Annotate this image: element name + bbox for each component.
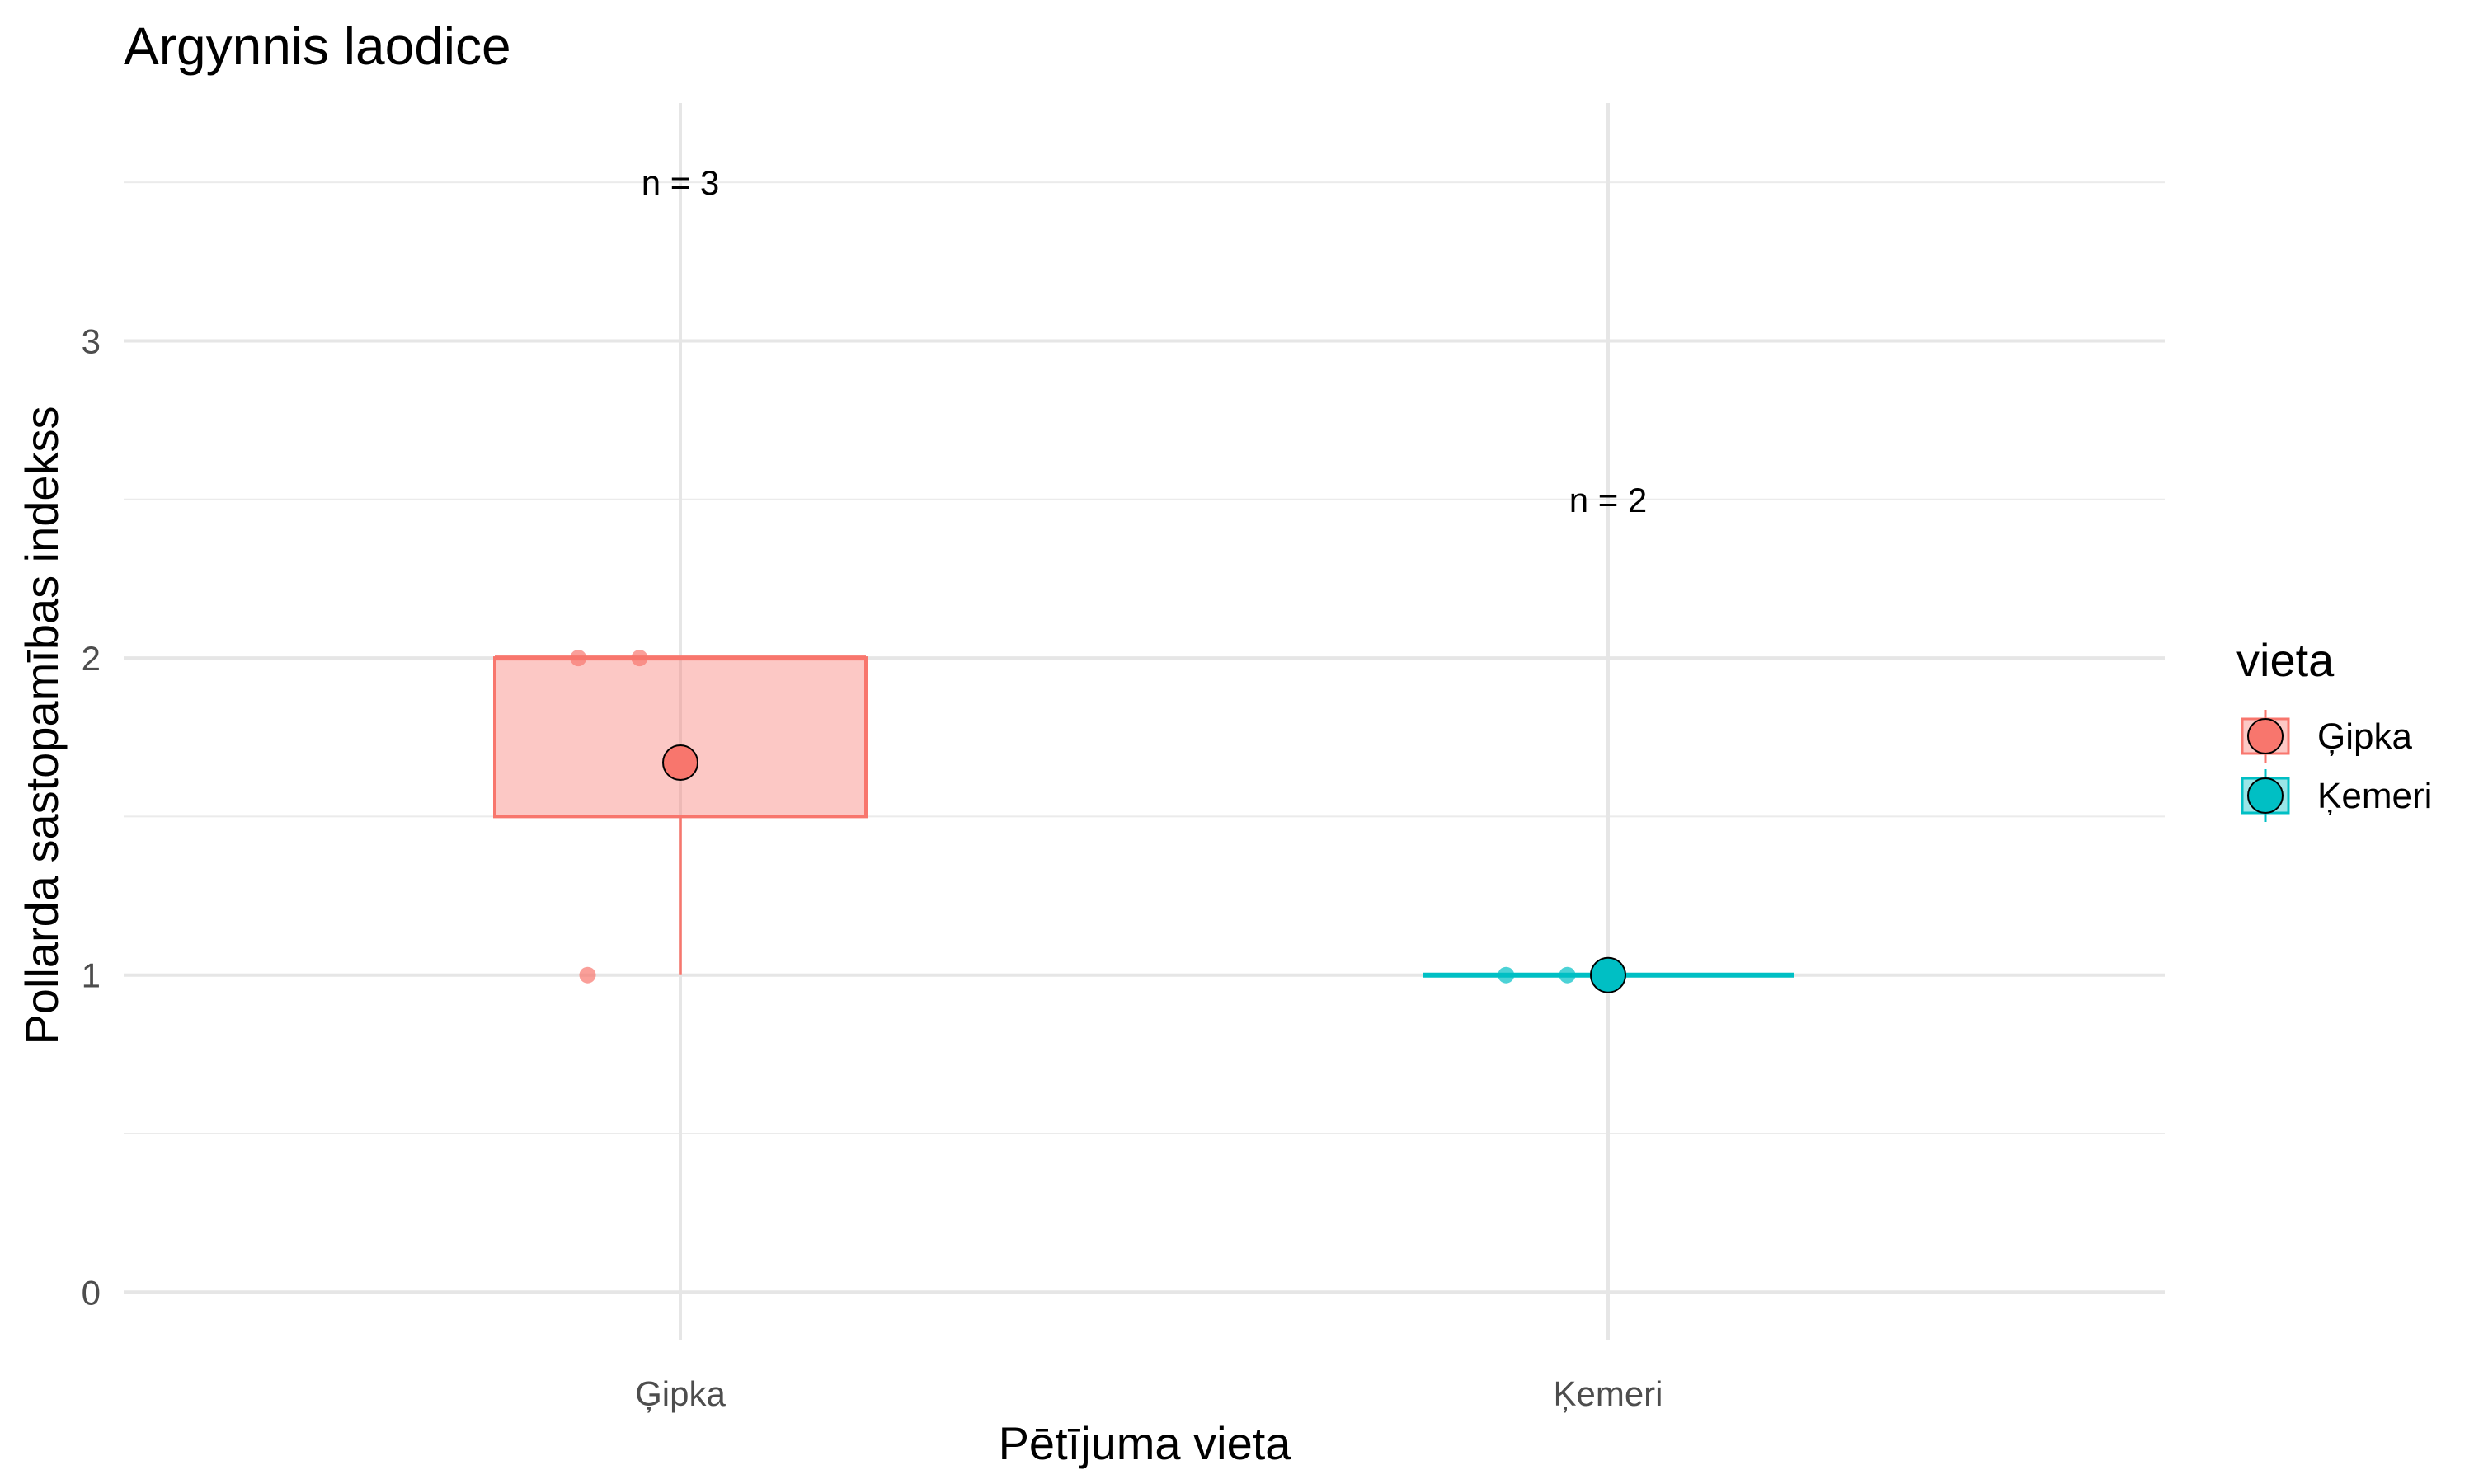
- x-axis-title: Pētījuma vieta: [999, 1417, 1292, 1469]
- box-group: n = 2: [1423, 481, 1794, 993]
- ticks: 0 1 2 3 Ģipka Ķemeri: [82, 322, 1663, 1413]
- y-tick-label: 2: [82, 639, 101, 678]
- legend-entry: Ķemeri: [2241, 769, 2432, 822]
- mean-marker: [1590, 956, 1626, 993]
- mean-marker: [662, 744, 698, 781]
- y-tick-label: 1: [82, 956, 101, 995]
- legend-label: Ķemeri: [2317, 776, 2432, 816]
- x-tick-label: Ģipka: [635, 1374, 726, 1413]
- n-label: n = 3: [642, 163, 720, 202]
- x-tick-label: Ķemeri: [1553, 1374, 1663, 1413]
- legend: vieta Ģipka Ķemeri: [2236, 634, 2432, 822]
- data-point: [579, 966, 596, 984]
- chart-title: Argynnis laodice: [124, 16, 511, 76]
- box-group: n = 3: [493, 163, 868, 984]
- legend-entries: Ģipka Ķemeri: [2241, 710, 2432, 822]
- data-point: [631, 650, 648, 667]
- legend-key-marker: [2247, 718, 2284, 754]
- legend-key-marker: [2247, 777, 2284, 814]
- data-point: [1498, 966, 1515, 984]
- boxes: n = 3 n = 2: [493, 163, 1794, 993]
- data-point: [1559, 966, 1576, 984]
- n-label: n = 2: [1569, 481, 1648, 519]
- grid: [124, 103, 2165, 1340]
- legend-entry: Ģipka: [2241, 710, 2412, 763]
- y-axis-title: Pollarda sastopamības indekss: [16, 406, 68, 1045]
- data-point: [570, 650, 587, 667]
- box-body: [493, 656, 868, 819]
- y-tick-label: 0: [82, 1273, 101, 1312]
- y-tick-label: 3: [82, 322, 101, 360]
- legend-label: Ģipka: [2317, 716, 2412, 757]
- legend-title: vieta: [2236, 634, 2335, 686]
